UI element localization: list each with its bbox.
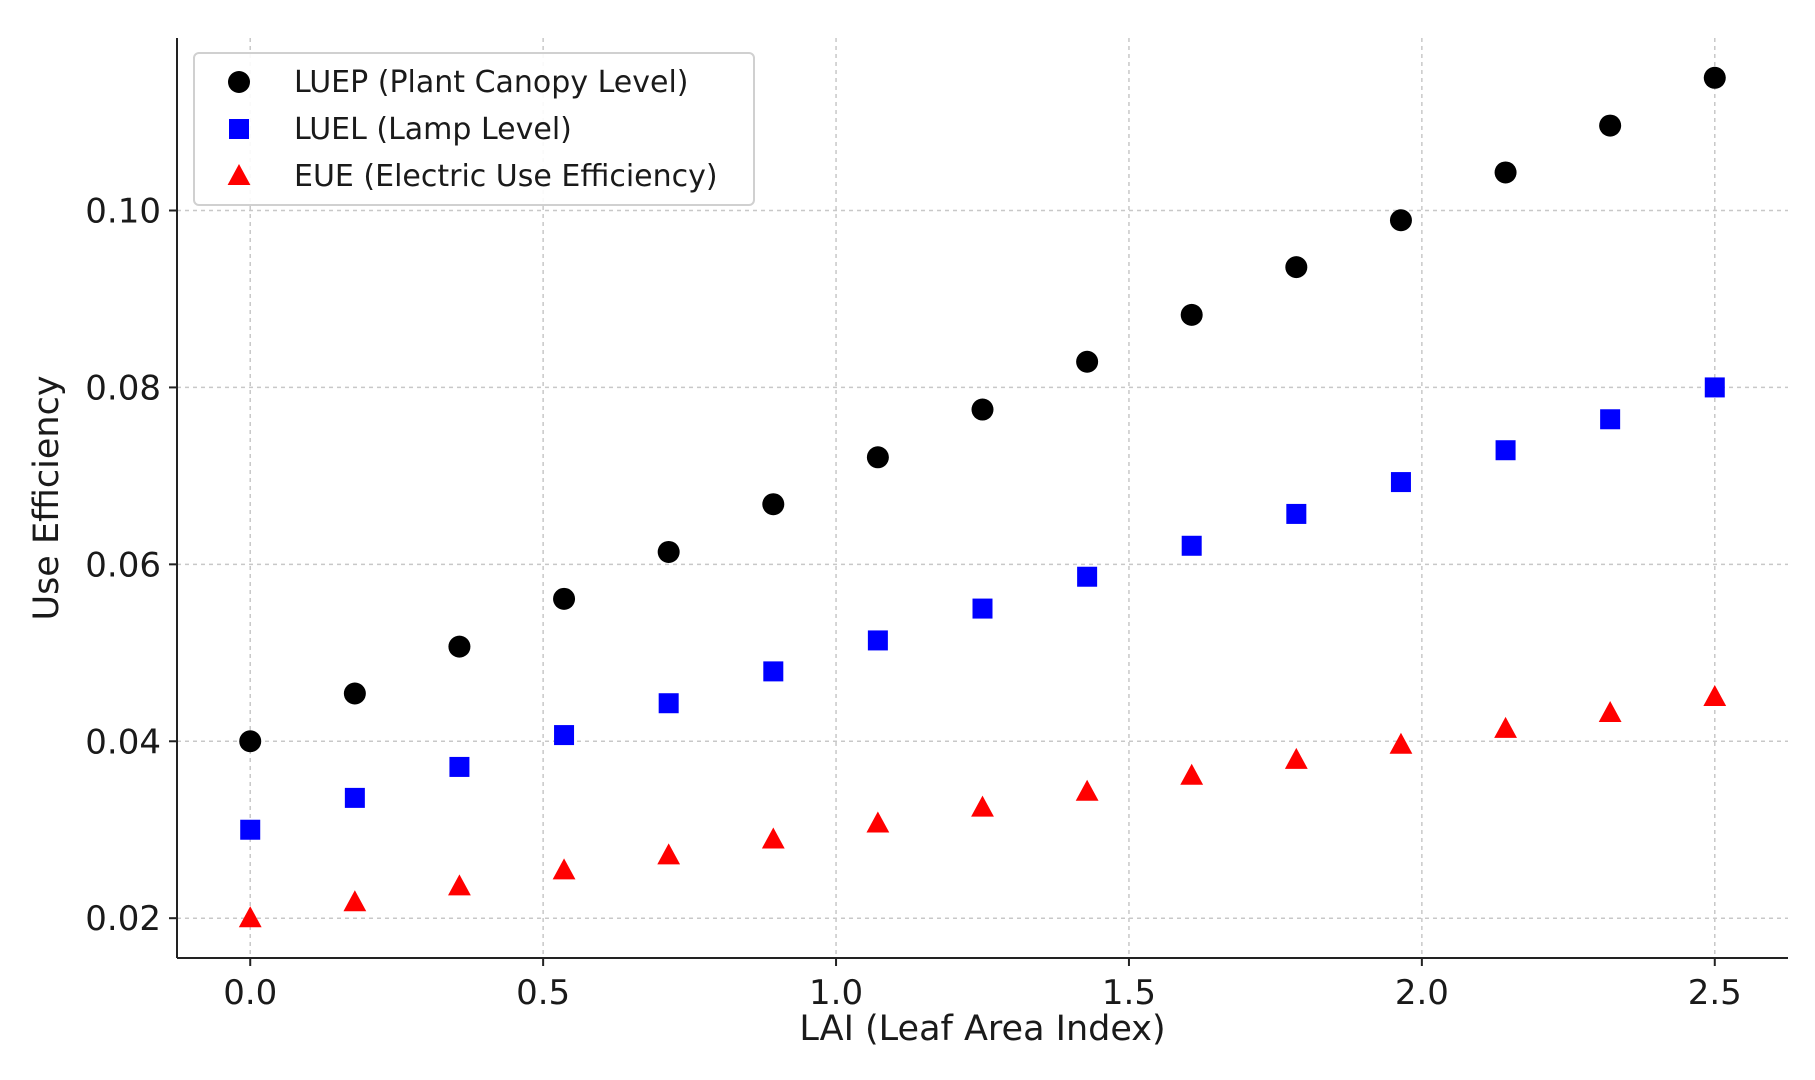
data-point-circle [1599,114,1622,137]
data-point-triangle [552,858,576,880]
data-point-circle [1494,161,1517,184]
legend-label: LUEL (Lamp Level) [294,112,572,147]
y-tick-label: 0.02 [85,899,161,939]
data-point-triangle [1389,732,1413,754]
data-point-square [867,630,888,651]
data-point-circle [239,730,262,753]
data-point-square [554,725,575,746]
data-point-circle [866,446,889,469]
axes-layer [176,38,1788,959]
data-point-circle [1703,66,1726,89]
y-tick-label: 0.04 [85,722,161,762]
legend-label: EUE (Electric Use Efficiency) [294,159,718,194]
data-point-circle [448,635,471,658]
data-point-triangle [761,827,785,849]
x-tick-label: 0.0 [223,973,277,1013]
y-axis-title: Use Efficiency [27,375,67,620]
data-point-circle [657,540,680,563]
data-point-square [1181,535,1202,556]
data-point-square [1704,377,1725,398]
data-point-square [1286,503,1307,524]
data-point-triangle [866,811,890,833]
legend-box [193,52,755,206]
data-point-circle [1076,350,1099,373]
x-tick-label: 0.5 [516,973,570,1013]
x-tick-label: 2.5 [1688,973,1742,1013]
data-point-square [449,756,470,777]
data-point-square [1495,440,1516,461]
data-point-circle [762,493,785,516]
data-point-circle [971,398,994,421]
y-tick-label: 0.08 [85,368,161,408]
data-point-circle [1285,256,1308,279]
data-point-circle [553,587,576,610]
data-point-square [1600,409,1621,430]
data-point-square [240,819,261,840]
data-point-triangle [1075,779,1099,801]
legend-marker-circle [228,71,250,93]
x-tick-label: 1.0 [809,973,863,1013]
legend-label: LUEP (Plant Canopy Level) [294,65,689,100]
data-point-square [972,598,993,619]
legend-marker-triangle [227,164,251,185]
data-point-triangle [971,795,994,817]
data-point-square [658,693,679,714]
data-point-triangle [238,906,262,928]
data-point-triangle [343,890,367,912]
data-point-triangle [657,843,681,865]
y-tick-label: 0.06 [85,545,161,585]
y-tick-label: 0.10 [85,192,161,232]
x-axis-title: LAI (Leaf Area Index) [799,1009,1165,1049]
data-point-square [1077,566,1098,587]
legend-marker-square [229,119,249,139]
points-layer [238,66,1727,928]
data-point-triangle [1284,747,1308,769]
data-point-square [1390,472,1411,493]
data-point-triangle [1494,716,1517,738]
ticks-layer: 0.0 0.5 1.0 1.5 2.0 2.5 0.02 0.04 0.06 0.08 0.10 [85,192,1742,1014]
data-point-triangle [1598,700,1622,722]
data-point-triangle [1180,763,1204,785]
data-point-circle [1180,303,1203,326]
x-tick-label: 2.0 [1395,973,1449,1013]
data-point-square [344,787,365,808]
x-tick-label: 1.5 [1102,973,1156,1013]
data-point-triangle [448,874,471,896]
data-point-circle [1389,209,1412,232]
data-point-circle [343,682,366,705]
data-point-triangle [1703,685,1727,707]
data-point-square [763,661,784,682]
legend: LUEP (Plant Canopy Level) LUEL (Lamp Leve… [193,52,755,206]
